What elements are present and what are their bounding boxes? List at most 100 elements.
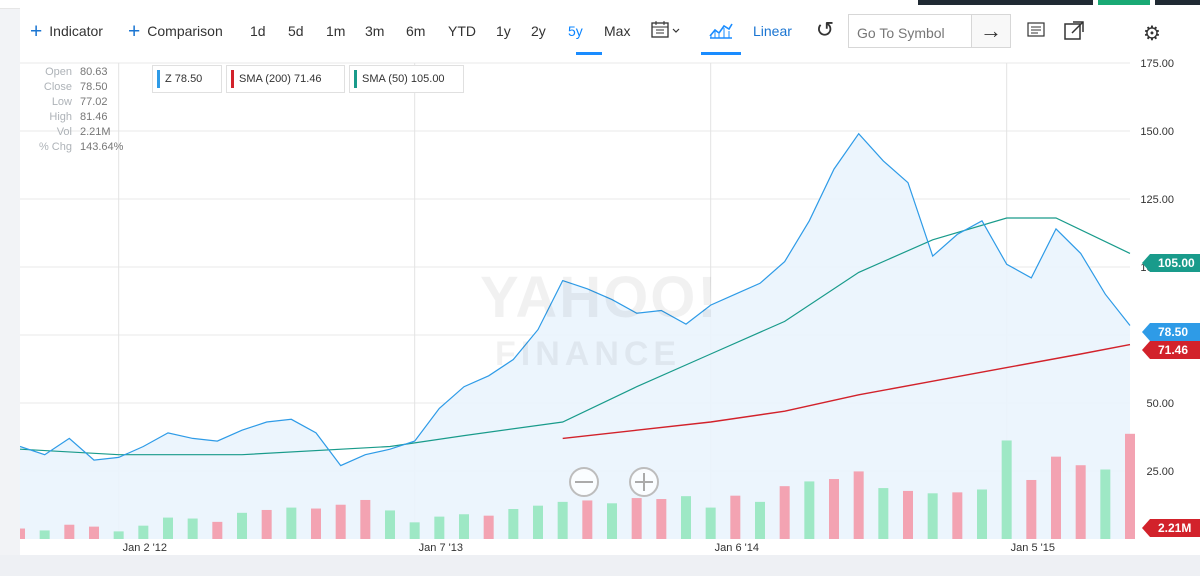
legend-sma-50-item[interactable]: SMA (50) 105.00 — [349, 65, 464, 93]
volume-bar — [89, 526, 99, 539]
volume-bar — [533, 505, 543, 539]
volume-bars — [15, 433, 1135, 539]
volume-bar — [557, 501, 568, 539]
sma-200-legend-swatch — [231, 70, 234, 88]
volume-bar — [311, 508, 321, 539]
print-icon[interactable] — [1024, 20, 1048, 44]
volume-bar — [952, 492, 963, 539]
volume-bar — [138, 525, 149, 539]
active-range-underline — [576, 52, 602, 55]
calendar-icon[interactable] — [651, 19, 683, 43]
change-row: % Chg 143.64% — [30, 140, 140, 155]
volume-bar — [385, 510, 395, 539]
volume-bar — [631, 498, 642, 539]
scale-label[interactable]: Linear — [753, 23, 792, 39]
top-dark-strip — [918, 0, 1093, 5]
range-1m[interactable]: 1m — [326, 23, 346, 39]
volume-bar — [39, 530, 50, 539]
range-2y[interactable]: 2y — [531, 23, 546, 39]
y-tick-label: 50.00 — [1146, 398, 1174, 410]
volume-bar — [113, 531, 124, 539]
print-svg — [1027, 22, 1045, 37]
x-axis-ticks: Jan 2 '12 Jan 7 '13 Jan 6 '14 Jan 5 '15 — [123, 542, 1055, 554]
volume-value-badge: 2.21M — [1142, 519, 1200, 537]
price-legend-swatch — [157, 70, 160, 88]
y-tick-label: 150.00 — [1140, 126, 1174, 138]
legend-sma-200-item[interactable]: SMA (200) 71.46 — [226, 65, 345, 93]
legend-sma-50-label: SMA (50) 105.00 — [362, 73, 445, 85]
volume-bar — [829, 479, 839, 539]
volume-bar — [483, 515, 494, 539]
price-area-fill — [20, 133, 1130, 539]
go-to-symbol-input[interactable]: Go To Symbol — [848, 14, 971, 48]
x-tick-label: Jan 7 '13 — [419, 542, 463, 554]
y-tick-label: 175.00 — [1140, 58, 1174, 70]
range-3m[interactable]: 3m — [365, 23, 385, 39]
sma-200-line — [562, 343, 1131, 440]
range-ytd[interactable]: YTD — [448, 23, 476, 39]
range-1y[interactable]: 1y — [496, 23, 511, 39]
volume-bar — [1125, 433, 1135, 539]
high-value: 81.46 — [80, 111, 108, 123]
x-tick-label: Jan 5 '15 — [1011, 542, 1055, 554]
range-6m[interactable]: 6m — [406, 23, 426, 39]
top-green-strip — [1098, 0, 1150, 5]
change-value: 143.64% — [80, 141, 124, 153]
volume-bar — [927, 493, 938, 539]
volume-bar — [1051, 456, 1061, 539]
volume-bar — [459, 514, 469, 539]
volume-bar — [261, 509, 272, 539]
volume-bar — [335, 504, 346, 539]
legend-z-label: Z 78.50 — [165, 73, 203, 85]
volume-bar — [903, 490, 913, 539]
external-link-icon[interactable] — [1062, 19, 1086, 43]
volume-bar — [286, 507, 297, 539]
comparison-button[interactable]: + Comparison — [128, 21, 223, 42]
volume-value: 2.21M — [80, 126, 111, 138]
volume-bar — [15, 528, 25, 539]
volume-bar — [1075, 465, 1086, 539]
close-value: 78.50 — [80, 81, 108, 93]
high-label: High — [49, 111, 72, 123]
reset-icon[interactable]: ↺ — [815, 17, 835, 42]
gear-icon[interactable]: ⚙ — [1143, 23, 1161, 45]
yahoo-stock-chart: 25.0050.0075.00100.00125.00150.00175.00 … — [15, 58, 1174, 554]
price-line — [19, 132, 1131, 467]
arrow-right-icon: → — [980, 18, 1002, 43]
x-tick-label: Jan 2 '12 — [123, 542, 167, 554]
range-5d[interactable]: 5d — [288, 23, 304, 39]
high-row: High 81.46 — [30, 110, 140, 125]
chart-toolbar: + Indicator + Comparison 1d 5d 1m 3m 6m YT… — [20, 8, 1200, 56]
volume-bar — [187, 518, 198, 539]
go-button[interactable]: → — [971, 14, 1011, 48]
range-1d[interactable]: 1d — [250, 23, 266, 39]
chart-type-icon[interactable] — [708, 19, 734, 43]
volume-bar — [977, 489, 987, 539]
top-dark-strip-right — [1155, 0, 1200, 5]
volume-bar — [681, 496, 691, 539]
change-label: % Chg — [38, 141, 72, 153]
x-tick-label: Jan 6 '14 — [715, 542, 759, 554]
volume-bar — [804, 481, 815, 539]
volume-bar — [705, 507, 716, 539]
volume-bar — [409, 522, 420, 539]
ohlc-info-panel: Open 80.63 Close 78.50 Low 77.02 High 81… — [30, 65, 140, 155]
range-5y[interactable]: 5y — [568, 23, 583, 39]
close-row: Close 78.50 — [30, 80, 140, 95]
volume-label: Vol — [56, 126, 72, 138]
volume-bar — [1100, 469, 1111, 539]
volume-bar — [878, 488, 889, 539]
volume-bar — [755, 501, 765, 539]
range-max[interactable]: Max — [604, 23, 631, 39]
volume-bar — [656, 499, 667, 539]
volume-bar — [1026, 479, 1037, 539]
volume-bar — [853, 471, 864, 539]
low-label: Low — [51, 96, 72, 108]
volume-bar — [607, 503, 617, 539]
legend-z-item[interactable]: Z 78.50 — [152, 65, 222, 93]
price-value-badge: 78.50 — [1142, 323, 1200, 341]
volume-bar — [779, 486, 790, 539]
indicator-button[interactable]: + Indicator — [30, 21, 103, 42]
yahoo-watermark: YAHOO! — [480, 265, 719, 330]
plus-icon: + — [30, 20, 43, 43]
